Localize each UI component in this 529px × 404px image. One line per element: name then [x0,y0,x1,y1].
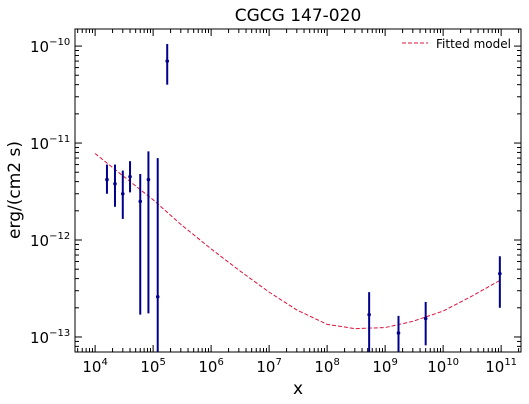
legend: Fitted model [402,37,511,51]
x-tick-label: 106 [198,357,223,376]
data-marker-8 [367,312,371,317]
data-marker-0 [105,177,109,182]
data-point-11 [498,256,502,308]
data-point-4 [138,173,143,315]
x-tick-label: 109 [372,357,397,376]
data-marker-3 [128,174,132,179]
data-marker-6 [155,294,160,299]
data-point-8 [367,292,371,352]
data-point-7 [165,44,170,85]
axes: 104 105 106 107 108 109 1010 1011 10−13 10−12 10−1… [30,29,521,376]
data-point-0 [105,164,109,194]
data-marker-7 [165,59,170,63]
legend-fit-label: Fitted model [436,37,511,51]
plot-frame [74,28,522,353]
y-tick-label: 10−13 [30,328,70,347]
fit-curve-group [94,153,502,330]
x-tick-label: 107 [256,357,281,376]
data-marker-4 [138,199,143,204]
x-tick-label: 104 [82,357,107,376]
data-marker-9 [396,331,401,335]
data-marker-2 [120,191,125,196]
data-point-9 [396,315,401,352]
data-point-2 [120,170,125,219]
data-point-5 [146,151,151,314]
y-tick-label: 10−11 [30,134,70,153]
x-axis-label: x [293,379,303,399]
chart-title: CGCG 147-020 [235,6,362,26]
data-marker-11 [498,271,502,276]
y-axis-label: erg/(cm2 s) [5,141,25,239]
data-marker-10 [423,316,428,321]
x-tick-label: 1010 [427,357,459,376]
fitted-model-curve [94,153,502,330]
data-point-6 [155,158,160,352]
x-tick-label: 1011 [485,357,517,376]
data-marker-5 [146,177,151,182]
x-tick-label: 108 [314,357,339,376]
data-point-10 [423,301,428,346]
data-point-1 [113,164,117,207]
data-points [105,44,502,352]
data-point-3 [128,161,132,193]
y-tick-label: 10−10 [30,37,70,56]
y-tick-label: 10−12 [30,231,70,250]
data-marker-1 [113,181,117,186]
x-tick-label: 105 [140,357,165,376]
